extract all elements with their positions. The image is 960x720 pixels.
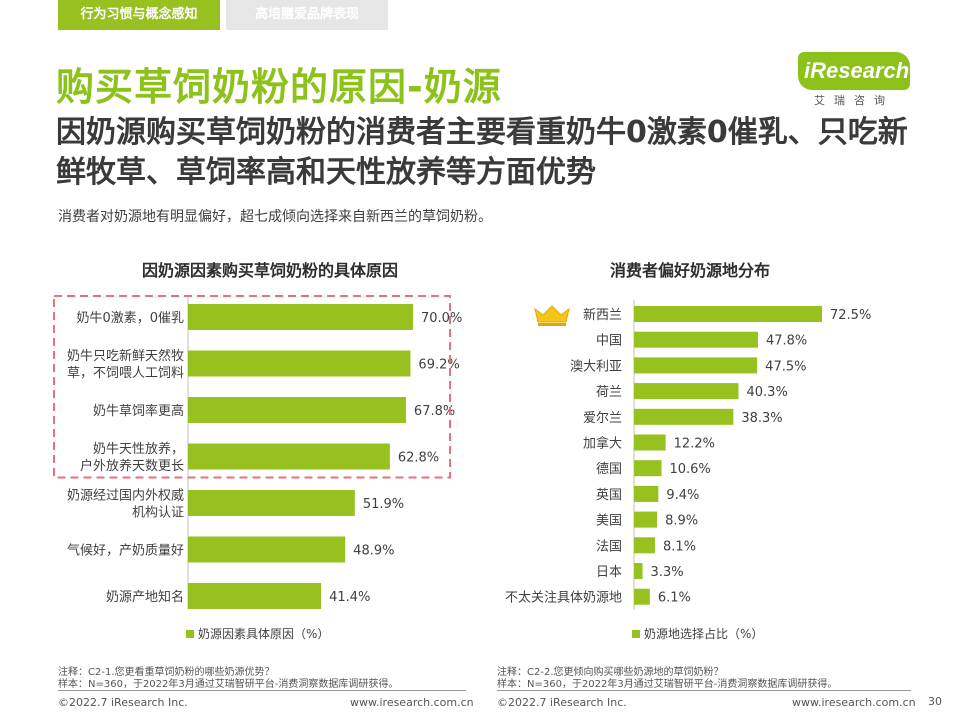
left-note-line: 样本：N=360，于2022年3月通过艾瑞智研平台-消费洞察数据库调研获得。 [58,679,399,690]
right-note-line: 样本：N=360，于2022年3月通过艾瑞智研平台-消费洞察数据库调研获得。 [497,679,838,690]
left-chart-title: 因奶源因素购买草饲奶粉的具体原因 [141,261,398,280]
right-bar [634,434,666,451]
right-value-label: 3.3% [651,565,684,580]
page-title: 购买草饲奶粉的原因-奶源 [56,65,502,109]
right-value-label: 9.4% [666,488,699,503]
left-note-line: 注释：C2-1.您更看重草饲奶粉的哪些奶源优势？ [58,667,275,678]
right-category-label: 加拿大 [583,436,622,452]
left-bar [188,536,346,563]
right-note-line: 注释：C2-2.您更倾向购买哪些奶源地的草饲奶粉？ [497,667,724,678]
page-subtitle: 因奶源购买草饲奶粉的消费者主要看重奶牛0激素0催乳、只吃新鲜牧草、草饲率高和天性… [56,115,908,190]
left-category-label: 奶牛草饲率更高 [93,403,184,419]
left-legend-label: 奶源因素具体原因（%） [198,627,329,641]
right-note: 注释：C2-2.您更倾向购买哪些奶源地的草饲奶粉？ 样本：N=360，于2022… [497,667,837,691]
right-copyright: ©2022.7 iResearch Inc. [497,696,627,709]
left-category-label: 户外放养天数更长 [80,458,184,474]
right-bar [634,357,758,374]
left-bar [188,397,406,423]
right-value-label: 6.1% [658,591,691,606]
logo-cn: 艾瑞咨询 [814,94,894,107]
right-value-label: 72.5% [830,308,871,323]
right-bar [634,408,734,425]
right-category-label: 不太关注具体奶源地 [505,591,622,606]
right-value-label: 10.6% [669,462,710,477]
right-category-label: 中国 [596,334,622,349]
crown-icon [534,305,570,323]
page-description: 消费者对奶源地有明显偏好，超七成倾向选择来自新西兰的草饲奶粉。 [58,209,492,225]
right-bar [634,588,650,605]
right-category-label: 新西兰 [583,307,622,323]
left-category-label: 奶牛0激素，0催乳 [76,311,184,326]
right-category-label: 美国 [596,514,622,529]
right-category-label: 英国 [596,488,622,503]
left-bar [188,583,322,609]
right-chart-title: 消费者偏好奶源地分布 [609,261,770,280]
right-footer-divider [497,690,911,691]
left-legend-swatch [186,630,194,638]
right-bar [634,563,643,579]
right-bar [634,306,822,322]
right-legend-swatch [632,630,640,638]
right-bar [634,485,659,502]
left-footer-divider [58,690,466,691]
left-value-label: 69.2% [418,358,459,373]
right-category-label: 荷兰 [596,385,622,400]
right-url[interactable]: www.iresearch.com.cn [792,696,916,709]
left-category-label: 气候好，产奶质量好 [67,543,184,559]
right-bar [634,331,758,348]
right-bar [634,537,656,554]
left-category-label: 奶源产地知名 [106,589,184,605]
right-legend-label: 奶源地选择占比（%） [644,626,763,641]
right-value-label: 40.3% [747,385,788,400]
left-category-label: 奶牛只吃新鲜天然牧 [67,348,184,364]
left-bar [188,350,411,377]
tab-brand[interactable]: 高培膳爱品牌表现 [226,0,388,30]
left-value-label: 67.8% [414,404,455,419]
left-url[interactable]: www.iresearch.com.cn [350,696,474,709]
left-bar [188,490,355,516]
left-note: 注释：C2-1.您更看重草饲奶粉的哪些奶源优势？ 样本：N=360，于2022年… [58,667,398,691]
left-bar [188,304,413,330]
iresearch-logo: iResearch 艾瑞咨询 [794,52,914,108]
left-value-label: 70.0% [421,311,462,326]
right-value-label: 8.9% [665,514,698,529]
right-category-label: 德国 [596,462,622,477]
right-value-label: 47.5% [765,359,806,374]
left-category-label: 草，不饲喂人工饲料 [67,366,184,381]
logo-word: iResearch [804,58,910,83]
section-tabs: 行为习惯与概念感知 高培膳爱品牌表现 [58,0,394,30]
left-category-label: 机构认证 [132,506,184,521]
page-number: 30 [928,695,942,708]
right-category-label: 日本 [596,565,622,580]
right-category-label: 爱尔兰 [583,411,622,426]
left-value-label: 48.9% [353,544,394,559]
right-bar [634,383,739,400]
right-value-label: 47.8% [766,334,807,349]
left-copyright: ©2022.7 iResearch Inc. [58,696,188,709]
right-category-label: 法国 [596,539,622,554]
left-category-label: 奶源经过国内外权威 [67,488,184,504]
right-bar [634,460,662,477]
left-value-label: 41.4% [329,590,370,605]
left-category-label: 奶牛天性放养， [93,441,184,457]
left-value-label: 62.8% [398,451,439,466]
logo-shape [798,52,910,90]
right-value-label: 8.1% [663,539,696,554]
right-bar [634,511,658,528]
right-value-label: 12.2% [674,437,715,452]
right-category-label: 澳大利亚 [570,358,622,374]
left-bar [188,443,390,470]
right-value-label: 38.3% [741,411,782,426]
left-value-label: 51.9% [363,497,404,512]
crown-base [538,323,566,326]
tab-behavior[interactable]: 行为习惯与概念感知 [58,0,220,30]
highlight-box [53,295,451,479]
